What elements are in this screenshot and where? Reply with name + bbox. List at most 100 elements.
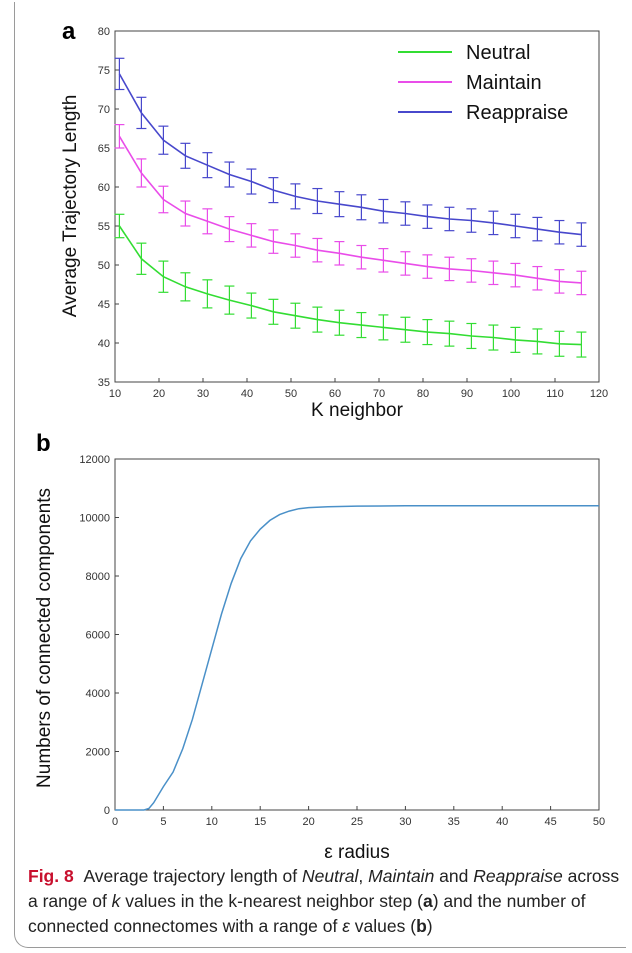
legend-label-neutral: Neutral (466, 42, 530, 64)
error-bar-reappraise (180, 142, 191, 169)
error-bar-reappraise (290, 183, 301, 210)
error-bar-maintain (554, 269, 565, 294)
error-bar-reappraise (224, 161, 235, 188)
x-tick-label: 35 (448, 816, 460, 828)
x-tick-label: 100 (502, 388, 520, 400)
x-tick-label: 0 (112, 816, 118, 828)
error-bar-maintain (312, 237, 323, 263)
caption-text: ) (426, 916, 433, 936)
caption-text: values in the k-nearest neighbor step ( (120, 891, 423, 911)
error-bar-maintain (180, 200, 191, 227)
error-bar-maintain (400, 251, 411, 276)
y-tick-label: 65 (98, 143, 110, 155)
x-tick-label: 25 (351, 816, 363, 828)
caption-neutral: Neutral (302, 866, 359, 886)
error-bar-maintain (532, 265, 543, 291)
x-tick-label: 60 (329, 388, 341, 400)
error-bar-neutral (180, 272, 191, 302)
error-bar-reappraise (466, 208, 477, 233)
x-tick-label: 5 (160, 816, 166, 828)
error-bar-neutral (312, 306, 323, 333)
x-tick-label: 20 (153, 388, 165, 400)
x-tick-label: 30 (197, 388, 209, 400)
error-bar-maintain (378, 248, 389, 273)
error-bar-reappraise (202, 152, 213, 179)
y-tick-label: 50 (98, 260, 110, 272)
y-tick-label: 35 (98, 377, 110, 389)
y-axis-label-a: Average Trajectory Length (60, 95, 81, 318)
error-bar-neutral (136, 242, 147, 275)
error-bar-neutral (268, 298, 279, 325)
y-tick-label: 55 (98, 221, 110, 233)
y-ticks-b: 0 2000 4000 6000 8000 10000 12000 (79, 454, 119, 817)
error-bar-reappraise (532, 216, 543, 242)
caption-k: k (111, 891, 121, 911)
x-tick-label: 110 (546, 388, 564, 400)
y-tick-label: 80 (98, 26, 110, 38)
error-bar-reappraise (136, 96, 147, 130)
y-tick-label: 70 (98, 104, 110, 116)
error-bar-neutral (400, 316, 411, 343)
x-tick-label: 90 (461, 388, 473, 400)
x-tick-label: 120 (590, 388, 608, 400)
y-ticks-a: 35 40 45 50 55 60 65 70 75 80 (98, 26, 119, 389)
error-bar-maintain (114, 123, 125, 149)
caption-sep: , (358, 866, 369, 886)
error-bar-neutral (532, 328, 543, 355)
error-bar-neutral (356, 311, 367, 339)
x-axis-label-a: K neighbor (311, 400, 404, 421)
series-line-neutral (118, 225, 582, 346)
error-bar-maintain (356, 244, 367, 270)
error-bar-neutral (114, 213, 125, 239)
error-bar-reappraise (378, 198, 389, 224)
error-bar-maintain (158, 185, 169, 214)
error-bar-neutral (554, 330, 565, 357)
x-tick-label: 70 (373, 388, 385, 400)
y-tick-label: 40 (98, 338, 110, 350)
y-tick-label: 8000 (86, 571, 110, 583)
error-bar-reappraise (158, 125, 169, 155)
caption-panel-b: b (416, 916, 427, 936)
x-tick-label: 10 (206, 816, 218, 828)
error-bar-reappraise (356, 194, 367, 221)
error-bar-reappraise (554, 219, 565, 245)
plot-area-a (114, 30, 600, 383)
error-bar-neutral (158, 260, 169, 293)
chart-b: 0 2000 4000 6000 8000 10000 12000 0 5 10 15 20 25 30… (34, 454, 605, 863)
error-bar-reappraise (246, 168, 257, 195)
error-bar-maintain (290, 233, 301, 258)
error-bar-neutral (224, 285, 235, 315)
x-axis-label-b: ε radius (324, 842, 390, 863)
error-bar-reappraise (268, 177, 279, 204)
series-line-components (115, 505, 599, 811)
caption-reappraise: Reappraise (473, 866, 563, 886)
error-bar-reappraise (334, 191, 345, 218)
caption-text: ) and the number of connected connectome… (28, 891, 586, 936)
caption-panel-a: a (422, 891, 433, 911)
error-bar-maintain (444, 256, 455, 282)
error-bar-maintain (224, 216, 235, 243)
error-bar-neutral (488, 324, 499, 351)
error-bar-maintain (466, 258, 477, 283)
error-bar-neutral (378, 314, 389, 341)
series-line-reappraise (118, 73, 582, 236)
error-bar-reappraise (576, 222, 587, 247)
error-bar-maintain (334, 241, 345, 266)
error-bar-maintain (202, 208, 213, 235)
error-bar-neutral (290, 302, 301, 329)
error-bar-neutral (510, 326, 521, 353)
x-tick-label: 40 (241, 388, 253, 400)
series-a (114, 57, 587, 358)
error-bar-maintain (510, 262, 521, 288)
caption-text: values ( (349, 916, 417, 936)
error-bar-reappraise (114, 57, 125, 91)
error-bar-maintain (422, 254, 433, 279)
series-b (115, 505, 599, 811)
y-tick-label: 0 (104, 805, 110, 817)
y-axis-label-b: Numbers of connected components (34, 488, 55, 788)
caption-text: across a range of (28, 866, 620, 911)
x-tick-label: 50 (593, 816, 605, 828)
error-bar-neutral (422, 319, 433, 346)
